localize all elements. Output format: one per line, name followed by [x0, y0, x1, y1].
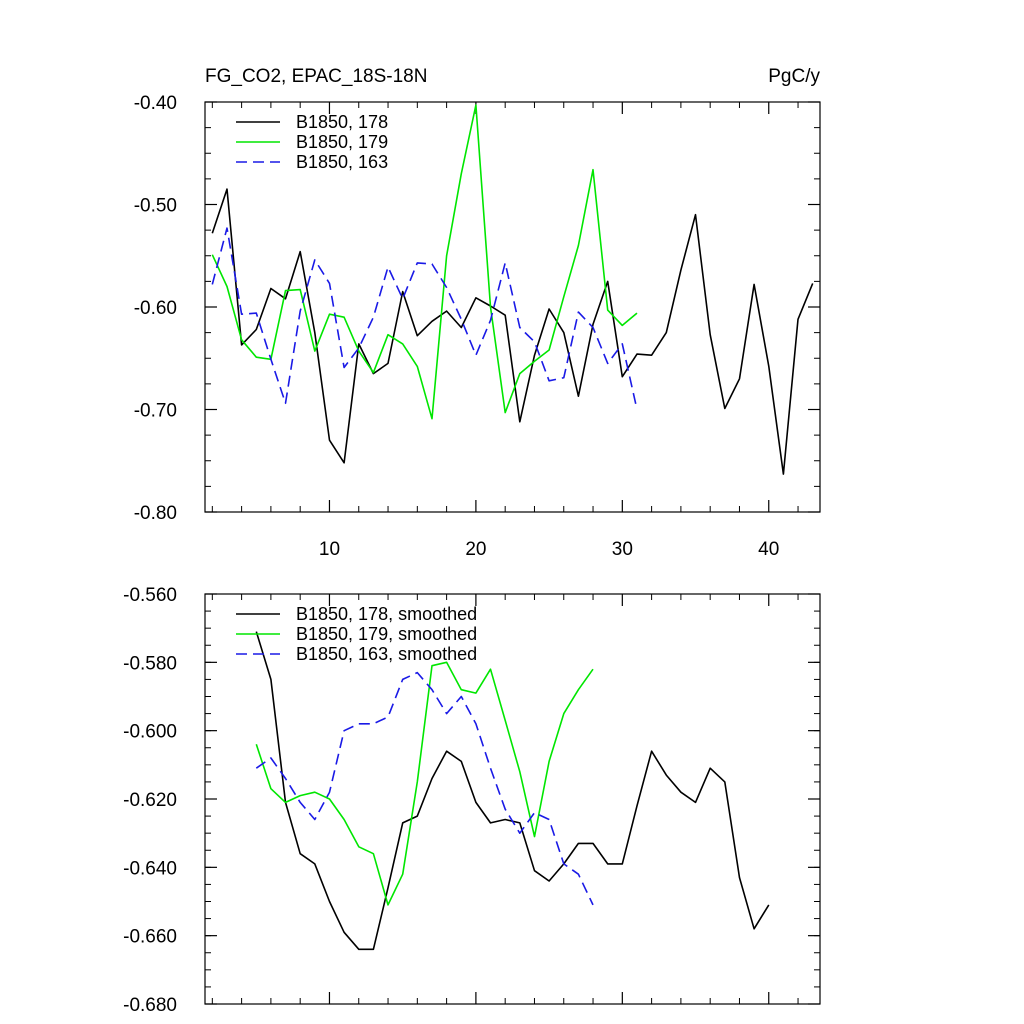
- top-series-line-2: [211, 104, 638, 420]
- bottom-legend-label-2: B1850, 179, smoothed: [296, 624, 477, 644]
- top-ytick-label: -0.50: [134, 196, 177, 217]
- top-legend-label-3: B1850, 163: [296, 152, 388, 172]
- bottom-ytick-label: -0.680: [123, 995, 177, 1016]
- top-xtick-label: 30: [612, 539, 633, 560]
- bottom-series-line-3: [255, 671, 594, 906]
- top-xtick-label: 20: [465, 539, 486, 560]
- top-ytick-label: -0.60: [134, 298, 177, 319]
- bottom-series-line-1: [255, 631, 770, 951]
- top-ytick-label: -0.40: [134, 93, 177, 114]
- bottom-panel: -0.560 -0.580 -0.600 -0.620 -0.640 -0.660 -0.6…: [123, 585, 821, 1016]
- top-legend-label-1: B1850, 178: [296, 112, 388, 132]
- bottom-ytick-label: -0.660: [123, 927, 177, 948]
- top-panel-title-right: PgC/y: [768, 66, 820, 87]
- bottom-ytick-label: -0.620: [123, 790, 177, 811]
- bottom-legend-label-1: B1850, 178, smoothed: [296, 604, 477, 624]
- top-series-line-1: [211, 188, 814, 475]
- top-xtick-label: 40: [758, 539, 779, 560]
- top-series-line-3: [211, 227, 638, 410]
- top-series: [211, 104, 814, 475]
- top-ytick-label: -0.70: [134, 401, 177, 422]
- bottom-ytick-label: -0.640: [123, 858, 177, 879]
- bottom-series: [255, 631, 770, 951]
- top-axes: -0.40 -0.50 -0.60 -0.70 -0.80 10 20 30 40: [134, 93, 821, 560]
- bottom-legend-label-3: B1850, 163, smoothed: [296, 644, 477, 664]
- bottom-axes: -0.560 -0.580 -0.600 -0.620 -0.640 -0.660 -0.6…: [123, 585, 821, 1016]
- bottom-ytick-label: -0.580: [123, 653, 177, 674]
- top-legend-label-2: B1850, 179: [296, 132, 388, 152]
- bottom-ytick-label: -0.600: [123, 722, 177, 743]
- bottom-ytick-label: -0.560: [123, 585, 177, 606]
- top-xtick-label: 10: [319, 539, 340, 560]
- top-panel-title-left: FG_CO2, EPAC_18S-18N: [205, 66, 427, 87]
- top-panel: FG_CO2, EPAC_18S-18N PgC/y -0.40-0.50-0.…: [134, 66, 821, 560]
- top-ytick-label: -0.80: [134, 503, 177, 524]
- bottom-series-line-2: [255, 661, 594, 906]
